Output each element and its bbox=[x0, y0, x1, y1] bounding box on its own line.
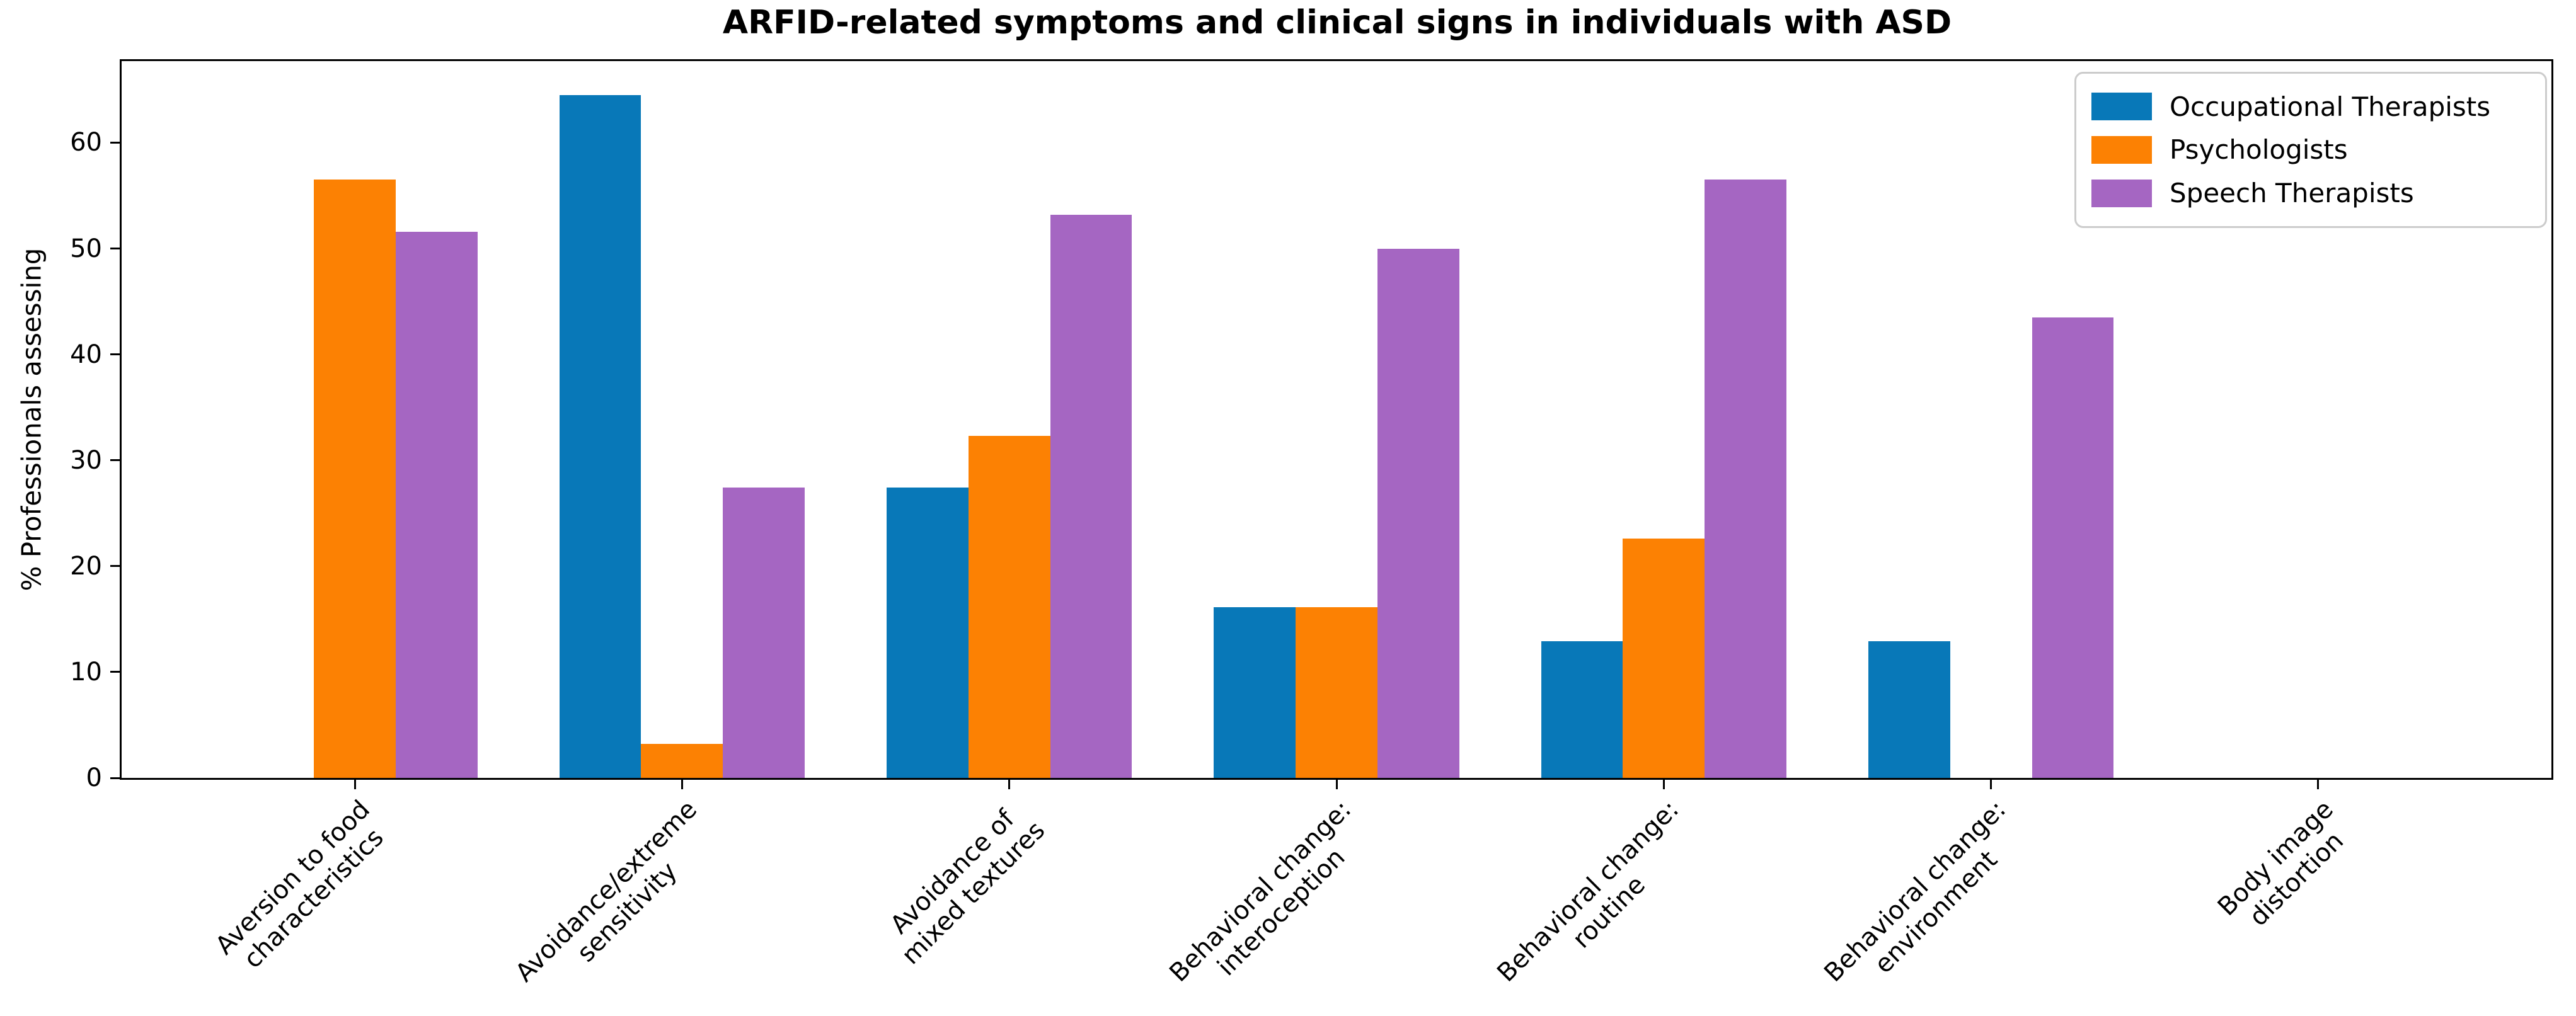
bar-series2-cat4 bbox=[1705, 180, 1787, 778]
bar-series0-cat1 bbox=[559, 94, 641, 778]
bar-series1-cat4 bbox=[1623, 539, 1705, 778]
x-tick-mark-1 bbox=[681, 780, 683, 789]
chart-title: ARFID-related symptoms and clinical sign… bbox=[722, 4, 1952, 42]
x-tick-label-1: Avoidance/extreme sensitivity bbox=[509, 795, 703, 988]
x-tick-label-6: Body image distortion bbox=[2212, 795, 2350, 932]
y-tick-mark-30 bbox=[110, 459, 120, 462]
y-tick-label-50: 50 bbox=[70, 234, 102, 263]
x-tick-label-0: Aversion to food characteristics bbox=[209, 795, 389, 974]
bars-layer bbox=[122, 61, 2551, 778]
bar-series2-cat3 bbox=[1377, 248, 1459, 778]
y-tick-label-40: 40 bbox=[70, 340, 102, 369]
bar-series0-cat5 bbox=[1868, 641, 1950, 778]
y-tick-label-60: 60 bbox=[70, 128, 102, 157]
x-tick-label-2: Avoidance of mixed textures bbox=[885, 804, 1051, 971]
legend-swatch-0 bbox=[2091, 93, 2152, 121]
y-tick-mark-50 bbox=[110, 248, 120, 250]
bar-series2-cat0 bbox=[395, 231, 478, 778]
y-tick-label-30: 30 bbox=[70, 445, 102, 475]
x-tick-label-4: Behavioral change: routine bbox=[1491, 795, 1684, 988]
x-tick-label-3: Behavioral change: interoception bbox=[1164, 795, 1357, 988]
legend-entry-2: Speech Therapists bbox=[2091, 178, 2530, 208]
bar-series1-cat1 bbox=[641, 744, 723, 778]
y-tick-mark-0 bbox=[110, 777, 120, 779]
bar-series2-cat1 bbox=[723, 488, 805, 778]
y-tick-mark-60 bbox=[110, 141, 120, 144]
legend-entry-1: Psychologists bbox=[2091, 134, 2530, 165]
y-tick-mark-10 bbox=[110, 671, 120, 673]
y-tick-mark-40 bbox=[110, 353, 120, 356]
bar-series0-cat2 bbox=[886, 488, 969, 778]
bar-series1-cat2 bbox=[968, 436, 1050, 778]
x-tick-label-5: Behavioral change: environment bbox=[1819, 795, 2012, 988]
legend-swatch-2 bbox=[2091, 179, 2152, 207]
bar-series0-cat4 bbox=[1541, 641, 1623, 778]
legend-entry-0: Occupational Therapists bbox=[2091, 91, 2530, 122]
x-tick-mark-5 bbox=[1990, 780, 1992, 789]
y-tick-mark-20 bbox=[110, 565, 120, 568]
legend-label-2: Speech Therapists bbox=[2170, 178, 2414, 209]
y-tick-label-10: 10 bbox=[70, 657, 102, 687]
x-tick-mark-6 bbox=[2317, 780, 2320, 789]
y-axis-label: % Professionals assessing bbox=[16, 248, 47, 591]
x-tick-mark-2 bbox=[1008, 780, 1011, 789]
legend: Occupational Therapists Psychologists Spee… bbox=[2074, 72, 2547, 228]
x-tick-mark-3 bbox=[1335, 780, 1338, 789]
legend-label-0: Occupational Therapists bbox=[2170, 91, 2491, 122]
y-tick-label-20: 20 bbox=[70, 551, 102, 581]
bar-series2-cat2 bbox=[1050, 214, 1132, 778]
bar-series1-cat3 bbox=[1296, 607, 1377, 778]
bar-series0-cat3 bbox=[1214, 607, 1296, 778]
x-tick-mark-4 bbox=[1662, 780, 1665, 789]
legend-label-1: Psychologists bbox=[2170, 134, 2348, 166]
legend-swatch-1 bbox=[2091, 135, 2152, 164]
bar-series2-cat5 bbox=[2032, 317, 2114, 778]
bar-series1-cat0 bbox=[314, 180, 396, 778]
x-tick-mark-0 bbox=[354, 780, 356, 789]
y-tick-label-0: 0 bbox=[86, 763, 102, 792]
